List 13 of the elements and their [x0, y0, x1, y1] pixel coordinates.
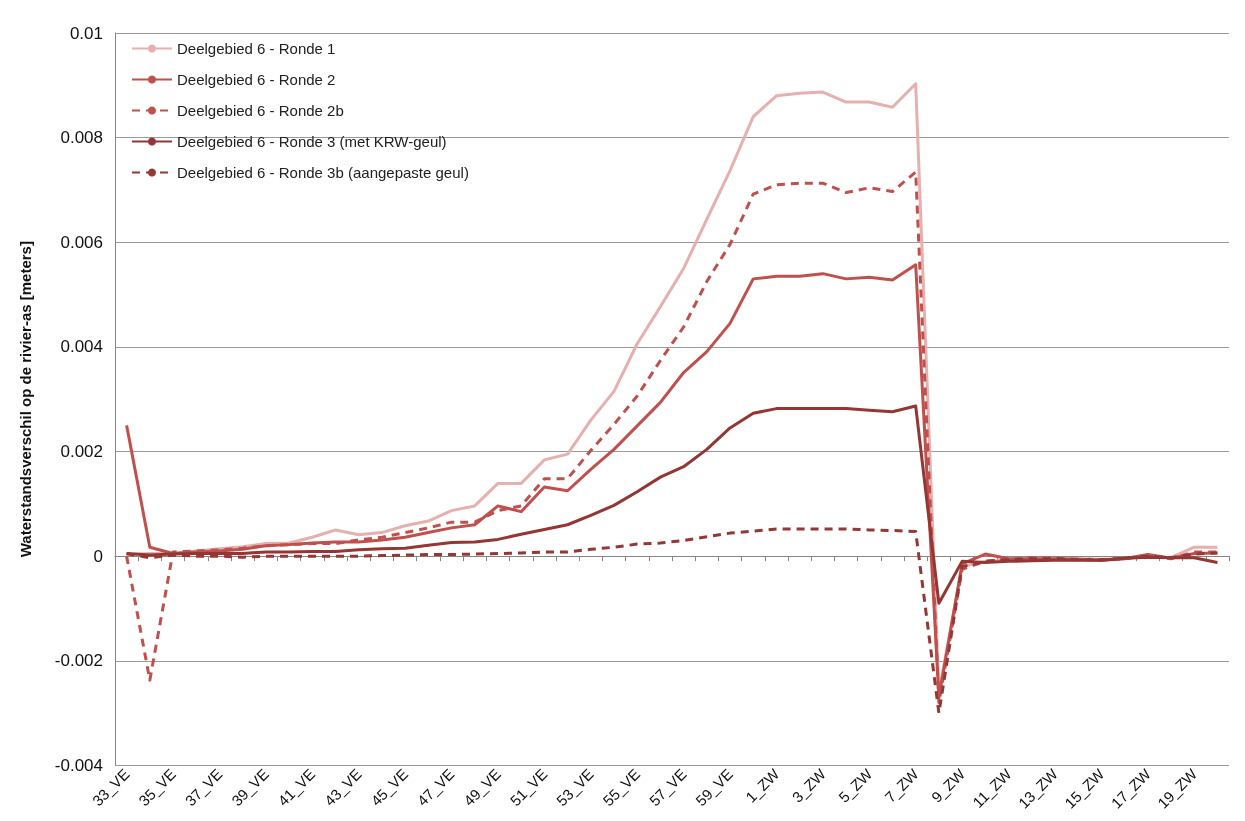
- y-axis-title: Waterstandsverschil op de rivier-as [meters]: [17, 241, 34, 558]
- y-tick-label: 0: [93, 546, 103, 566]
- y-tick-label: 0.002: [60, 442, 103, 462]
- y-tick-label: 0.008: [60, 128, 103, 148]
- legend-label: Deelgebied 6 - Ronde 3b (aangepaste geul): [177, 164, 469, 181]
- y-tick-label: 0.01: [69, 23, 103, 43]
- y-tick-label: -0.002: [54, 651, 103, 671]
- legend-label: Deelgebied 6 - Ronde 3 (met KRW-geul): [177, 133, 447, 150]
- legend-label: Deelgebied 6 - Ronde 1: [177, 40, 336, 57]
- legend-label: Deelgebied 6 - Ronde 2b: [177, 102, 344, 119]
- legend-label: Deelgebied 6 - Ronde 2: [177, 71, 336, 88]
- y-tick-label: 0.004: [60, 337, 103, 357]
- y-tick-label: 0.006: [60, 232, 103, 252]
